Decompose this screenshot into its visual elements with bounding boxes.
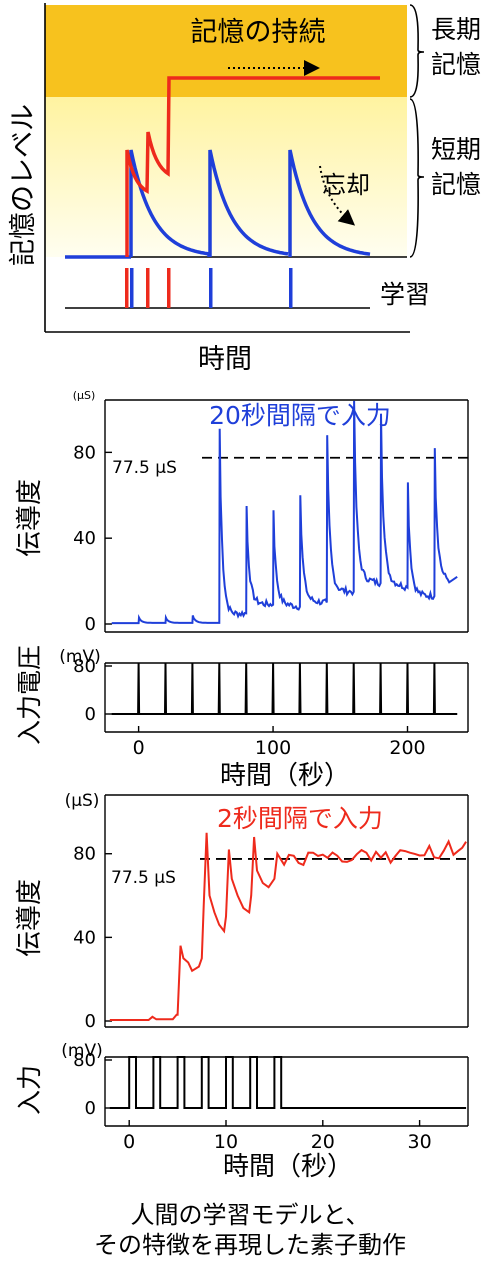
figure-caption: 人間の学習モデルと、 その特徴を再現した素子動作 bbox=[0, 1200, 500, 1260]
y-ticks: 0 40 80 bbox=[73, 844, 112, 1032]
y-tick-label: 80 bbox=[73, 442, 96, 463]
forgetting-arrow bbox=[319, 165, 356, 226]
spike-blue bbox=[130, 268, 134, 308]
caption-line-2: その特徴を再現した素子動作 bbox=[94, 1231, 406, 1259]
x-axis-label: 時間（秒） bbox=[220, 761, 350, 791]
short-term-brace bbox=[409, 98, 425, 258]
y-tick-label: 0 bbox=[85, 1098, 96, 1119]
y-tick-label: 40 bbox=[73, 927, 96, 948]
y-axis-label: 入力 bbox=[15, 1065, 44, 1115]
conductance-20s-panel: 0 40 80 (μS) 20秒間隔で入力 77.5 μS 伝導度 bbox=[15, 389, 469, 635]
y-axis-label: 入力電圧 bbox=[15, 645, 44, 745]
short-term-band bbox=[45, 97, 407, 257]
learning-label: 学習 bbox=[380, 280, 430, 309]
long-term-label: 長期 記憶 bbox=[431, 15, 489, 79]
spike-red bbox=[125, 268, 129, 308]
x-tick-label: 100 bbox=[255, 737, 291, 759]
long-term-label-line: 長期 bbox=[431, 15, 481, 44]
chart-title: 2秒間隔で入力 bbox=[217, 804, 383, 833]
input-voltage-20s-panel: (mV) 0 80 0 100 200 入力電圧 時間（秒） bbox=[15, 645, 469, 791]
spike-red bbox=[146, 268, 150, 308]
chart-title: 20秒間隔で入力 bbox=[209, 401, 391, 430]
x-tick-label: 20 bbox=[311, 1131, 335, 1153]
short-term-label-line: 記憶 bbox=[431, 170, 481, 199]
y-tick-label: 40 bbox=[73, 528, 96, 549]
threshold-label: 77.5 μS bbox=[111, 868, 176, 888]
persistence-label: 記憶の持続 bbox=[191, 17, 326, 48]
y-axis-label: 伝導度 bbox=[15, 879, 45, 957]
x-axis-label: 時間 bbox=[198, 344, 252, 375]
short-term-label-line: 短期 bbox=[431, 135, 481, 164]
blue-decay-curve bbox=[65, 149, 371, 259]
input-pulses-series bbox=[111, 662, 458, 715]
conductance-2s-panel: 0 40 80 (μS) 2秒間隔で入力 77.5 μS 伝導度 bbox=[15, 791, 469, 1032]
y-axis-label: 記憶のレベル bbox=[8, 104, 39, 266]
y-tick-label: 0 bbox=[85, 614, 96, 635]
threshold-label: 77.5 μS bbox=[112, 458, 177, 478]
x-tick-label: 30 bbox=[408, 1131, 432, 1153]
x-tick-label: 10 bbox=[214, 1131, 238, 1153]
y-unit: (μS) bbox=[73, 389, 96, 402]
y-ticks: 0 80 bbox=[73, 1050, 112, 1119]
x-axis-label: 時間（秒） bbox=[223, 1152, 353, 1182]
y-ticks: 0 80 bbox=[73, 656, 112, 725]
caption-line-1: 人間の学習モデルと、 bbox=[130, 1201, 370, 1229]
learning-spikes bbox=[125, 268, 293, 308]
x-tick-label: 0 bbox=[133, 737, 145, 759]
input-pulses-series bbox=[109, 1056, 467, 1109]
spike-blue bbox=[209, 268, 213, 308]
x-ticks: 0 10 20 30 bbox=[123, 1120, 432, 1153]
x-ticks: 0 100 200 bbox=[133, 726, 426, 759]
x-tick-label: 0 bbox=[123, 1131, 135, 1153]
y-tick-label: 80 bbox=[73, 1050, 96, 1071]
forgetting-label: 忘却 bbox=[322, 171, 370, 199]
y-unit: (mV) bbox=[61, 1041, 102, 1061]
conductance-series-red bbox=[109, 832, 467, 1021]
red-memory-curve bbox=[125, 76, 380, 257]
conductance-series-blue bbox=[111, 400, 458, 625]
y-ticks: 0 40 80 bbox=[73, 442, 112, 635]
spike-red bbox=[167, 268, 171, 308]
y-tick-label: 0 bbox=[85, 704, 96, 725]
y-tick-label: 80 bbox=[73, 656, 96, 677]
y-tick-label: 80 bbox=[73, 844, 96, 865]
y-axis-label: 伝導度 bbox=[15, 479, 45, 557]
input-2s-panel: (mV) 0 80 0 10 20 30 入力 時間（秒） bbox=[15, 1041, 469, 1182]
long-term-brace bbox=[409, 4, 425, 98]
y-unit: (mV) bbox=[59, 647, 100, 667]
memory-model-panel: 記憶の持続 忘却 長期 記憶 短期 記憶 学習 記憶のレベル 時間 bbox=[8, 3, 489, 375]
y-unit: (μS) bbox=[65, 791, 100, 811]
x-tick-label: 200 bbox=[389, 737, 425, 759]
long-term-label-line: 記憶 bbox=[431, 50, 481, 79]
spike-blue bbox=[289, 268, 293, 308]
y-tick-label: 0 bbox=[85, 1011, 96, 1032]
short-term-label: 短期 記憶 bbox=[431, 135, 489, 199]
long-term-band bbox=[45, 5, 407, 97]
